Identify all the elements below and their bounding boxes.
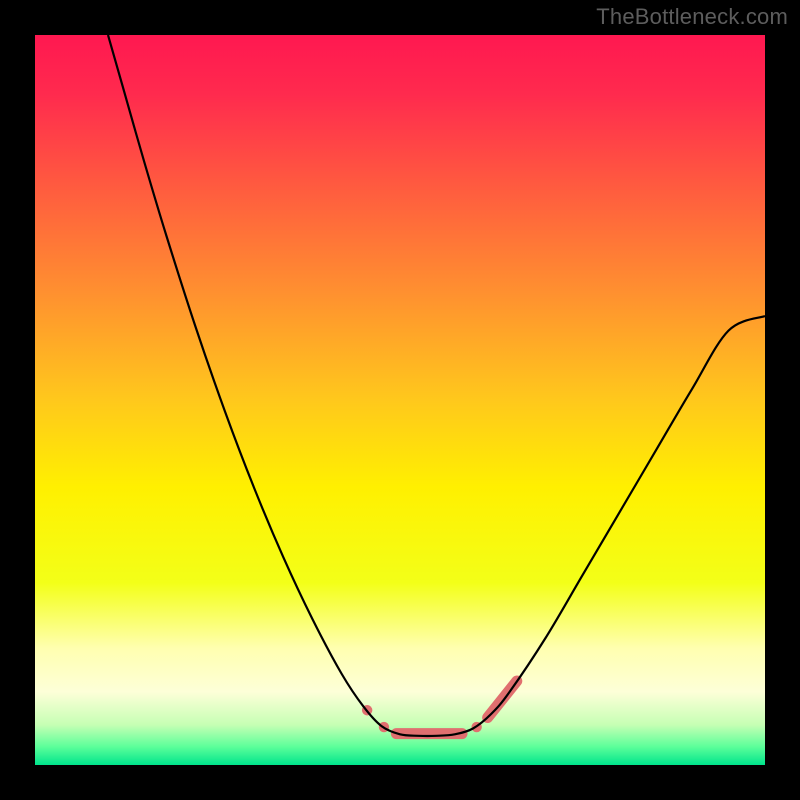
watermark-text: TheBottleneck.com [596, 4, 788, 30]
bottleneck-chart [0, 0, 800, 800]
plot-background [35, 35, 765, 765]
